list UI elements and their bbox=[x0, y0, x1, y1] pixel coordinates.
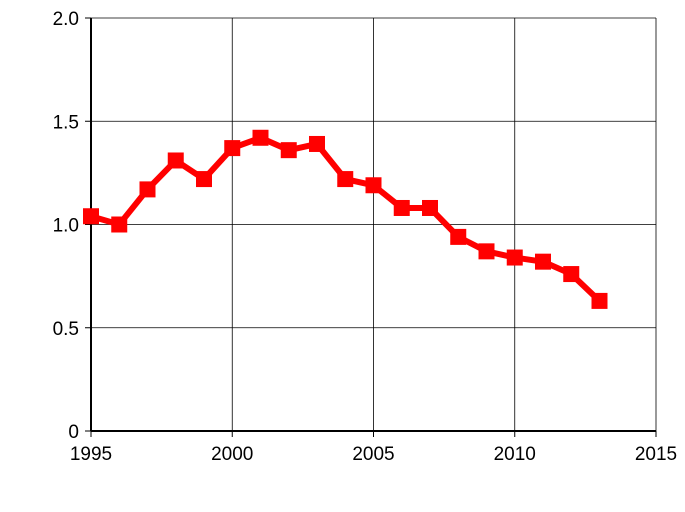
data-point bbox=[591, 292, 608, 309]
data-point bbox=[393, 199, 410, 216]
axes bbox=[85, 17, 657, 437]
y-tick-label: 2.0 bbox=[53, 9, 79, 30]
series bbox=[83, 129, 608, 309]
data-point bbox=[506, 249, 523, 266]
data-point bbox=[139, 181, 156, 198]
y-tick-label: 1.5 bbox=[53, 112, 79, 133]
x-tick-label: 2000 bbox=[211, 444, 253, 465]
y-tick-label: 1.0 bbox=[53, 216, 79, 237]
data-point bbox=[224, 140, 241, 157]
x-tick-label: 2015 bbox=[635, 444, 677, 465]
data-point bbox=[83, 208, 99, 225]
data-point bbox=[450, 228, 467, 245]
data-point bbox=[196, 171, 212, 188]
data-point bbox=[535, 253, 551, 270]
data-point bbox=[422, 199, 438, 216]
y-tick-label: 0 bbox=[68, 422, 79, 443]
tick-labels: 1995 2000 2005 2010 2015 0 0.5 1.0 1.5 2.0 bbox=[53, 9, 678, 465]
data-point bbox=[167, 152, 184, 169]
x-tick-label: 1995 bbox=[70, 444, 112, 465]
data-point bbox=[478, 243, 495, 260]
data-point bbox=[309, 135, 325, 152]
data-point bbox=[337, 171, 354, 188]
x-tick-label: 2005 bbox=[352, 444, 394, 465]
data-point bbox=[563, 266, 580, 283]
grid bbox=[90, 17, 657, 432]
y-tick-label: 0.5 bbox=[53, 319, 79, 340]
data-point bbox=[111, 216, 128, 233]
data-point bbox=[365, 177, 382, 194]
x-tick-label: 2010 bbox=[494, 444, 536, 465]
data-point bbox=[280, 142, 297, 159]
data-point bbox=[252, 129, 269, 146]
series-line bbox=[90, 134, 602, 304]
